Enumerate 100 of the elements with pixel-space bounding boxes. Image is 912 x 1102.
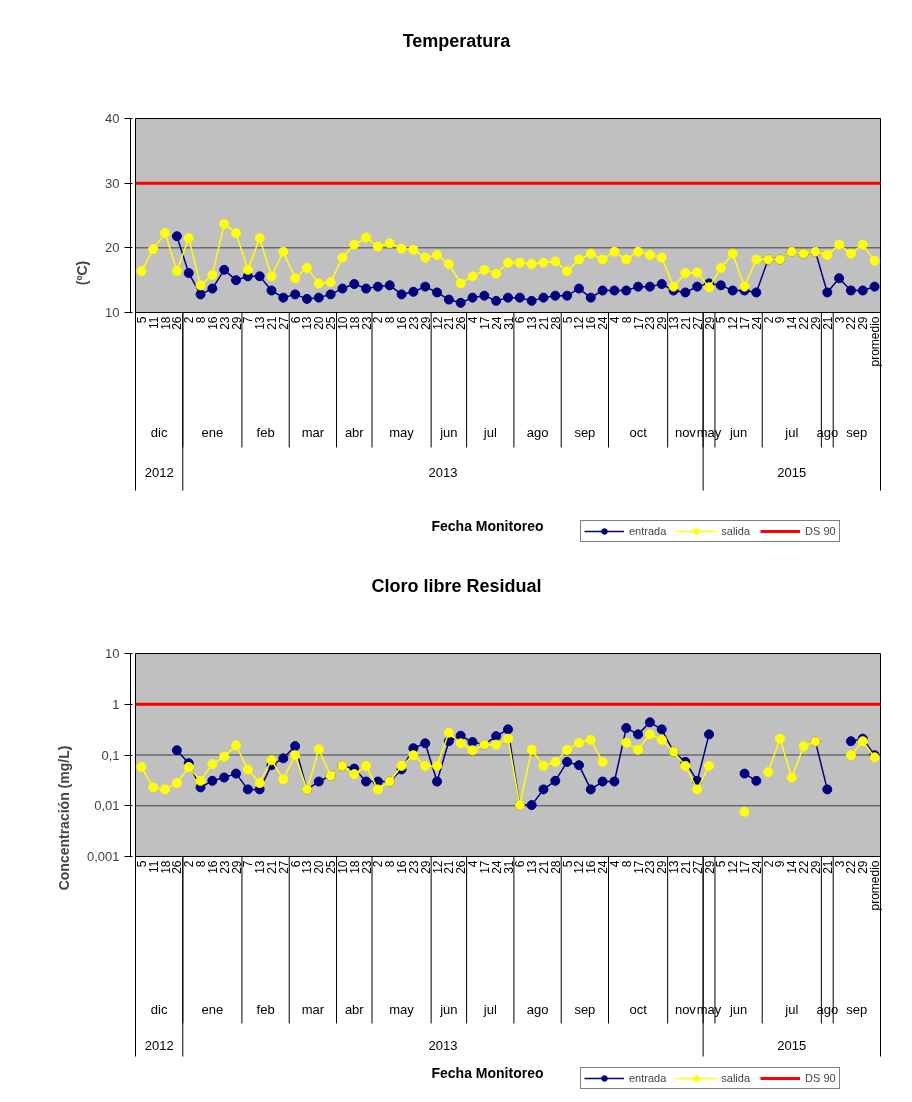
x-tick-label: 27 bbox=[276, 860, 291, 874]
x-tick-label: 5 bbox=[714, 860, 729, 868]
x-tick-label: 12 bbox=[572, 860, 587, 874]
x-tick-label: 2 bbox=[182, 316, 197, 324]
x-axis-title: Fecha Monitoreo bbox=[431, 1064, 544, 1081]
y-tick-label: 20 bbox=[105, 240, 120, 256]
legend-label: entrada bbox=[629, 524, 667, 538]
x-tick-label: 17 bbox=[631, 316, 646, 330]
x-tick-label: 29 bbox=[655, 860, 670, 874]
text: nov bbox=[674, 1002, 697, 1017]
x-tick-label: 2 bbox=[761, 860, 776, 868]
text: 2012 bbox=[144, 1038, 174, 1053]
x-tick-label: 5 bbox=[134, 316, 149, 324]
x-tick-label: 18 bbox=[347, 316, 362, 330]
x-tick-label: 27 bbox=[690, 860, 705, 874]
x-tick-label: 2 bbox=[371, 316, 386, 324]
x-tick-label: 13 bbox=[300, 316, 315, 330]
x-tick-label: 23 bbox=[217, 316, 232, 330]
x-tick-label: 9 bbox=[773, 860, 788, 868]
x-tick-label: 12 bbox=[430, 316, 445, 330]
y-tick-label: 0,1 bbox=[101, 747, 120, 763]
x-axis-title: Fecha Monitoreo bbox=[431, 517, 544, 534]
x-tick-label: 9 bbox=[773, 316, 788, 324]
y-tick-label: 1 bbox=[112, 696, 120, 712]
x-tick-label: 14 bbox=[785, 316, 800, 330]
legend-label: DS 90 bbox=[805, 524, 836, 538]
x-tick-label: 21 bbox=[820, 316, 835, 330]
x-tick-label: 31 bbox=[501, 860, 516, 874]
text: abr bbox=[344, 1002, 365, 1017]
x-tick-label: 6 bbox=[288, 316, 303, 324]
x-tick-label: 18 bbox=[158, 860, 173, 874]
text: feb bbox=[256, 1002, 275, 1017]
x-tick-label: 5 bbox=[560, 316, 575, 324]
text: jul bbox=[784, 425, 799, 440]
text: jul bbox=[482, 425, 497, 440]
x-tick-label: 26 bbox=[454, 316, 469, 330]
x-tick-label: 26 bbox=[454, 860, 469, 874]
y-tick-label: 30 bbox=[105, 175, 120, 191]
x-tick-label: 21 bbox=[820, 860, 835, 874]
text: sep bbox=[846, 425, 868, 440]
y-axis-title: Concentración (mg/L) bbox=[55, 745, 72, 891]
x-tick-label: 6 bbox=[513, 316, 528, 324]
x-tick-label: 27 bbox=[690, 316, 705, 330]
x-tick-label: 23 bbox=[643, 860, 658, 874]
x-tick-label: 27 bbox=[276, 316, 291, 330]
x-tick-label: 2 bbox=[371, 860, 386, 868]
x-tick-label: 22 bbox=[844, 860, 859, 874]
x-tick-label: 3 bbox=[832, 316, 847, 324]
x-tick-label: 29 bbox=[229, 860, 244, 874]
y-tick-label: 0,001 bbox=[86, 849, 120, 864]
x-tick-label: 16 bbox=[584, 860, 599, 874]
x-tick-label: 8 bbox=[383, 316, 398, 324]
legend-label: salida bbox=[721, 1071, 751, 1085]
text: may bbox=[389, 1002, 415, 1017]
x-tick-label: 12 bbox=[726, 860, 741, 874]
x-tick-label: 31 bbox=[501, 316, 516, 330]
text: jun bbox=[439, 425, 458, 440]
text: oct bbox=[629, 1002, 648, 1017]
x-tick-label: 2 bbox=[182, 860, 197, 868]
x-tick-label: 12 bbox=[572, 316, 587, 330]
x-tick-label: 8 bbox=[383, 860, 398, 868]
x-tick-label: 22 bbox=[844, 316, 859, 330]
text: mar bbox=[301, 1002, 325, 1017]
x-tick-label: 26 bbox=[170, 860, 185, 874]
x-tick-label: 12 bbox=[430, 860, 445, 874]
x-tick-label: 12 bbox=[726, 316, 741, 330]
x-tick-label: 18 bbox=[158, 316, 173, 330]
text: ene bbox=[201, 1002, 224, 1017]
x-tick-label: 28 bbox=[548, 316, 563, 330]
x-tick-label: 3 bbox=[832, 860, 847, 868]
text: ago bbox=[526, 425, 549, 440]
text: 2015 bbox=[777, 465, 807, 480]
x-tick-label: 6 bbox=[288, 860, 303, 868]
text: 2015 bbox=[777, 1038, 807, 1053]
y-tick-label: 40 bbox=[105, 111, 120, 126]
x-tick-label: 8 bbox=[619, 860, 634, 868]
text: sep bbox=[574, 1002, 596, 1017]
x-tick-label: 7 bbox=[241, 316, 256, 324]
x-tick-label: 16 bbox=[584, 316, 599, 330]
x-tick-label: 11 bbox=[146, 316, 161, 329]
text: ene bbox=[201, 425, 224, 440]
x-tick-label: 24 bbox=[489, 316, 504, 330]
x-tick-label: 21 bbox=[442, 316, 457, 330]
text: jun bbox=[728, 425, 748, 440]
text: feb bbox=[256, 425, 275, 440]
x-tick-label: 5 bbox=[714, 316, 729, 324]
text: jul bbox=[784, 1002, 799, 1017]
x-tick-label: 2 bbox=[761, 316, 776, 324]
x-tick-label: 13 bbox=[300, 860, 315, 874]
x-tick-label: 21 bbox=[442, 860, 457, 874]
x-tick-label: 23 bbox=[359, 316, 374, 330]
text: sep bbox=[574, 425, 596, 440]
text: 2012 bbox=[144, 465, 174, 480]
text: 2013 bbox=[428, 1038, 458, 1053]
text: ago bbox=[526, 1002, 549, 1017]
x-tick-label: 7 bbox=[241, 860, 256, 868]
x-tick-label: 29 bbox=[702, 860, 717, 874]
x-tick-label: 17 bbox=[631, 860, 646, 874]
x-tick-label: 20 bbox=[312, 316, 327, 330]
y-tick-label: 0,01 bbox=[94, 798, 120, 814]
